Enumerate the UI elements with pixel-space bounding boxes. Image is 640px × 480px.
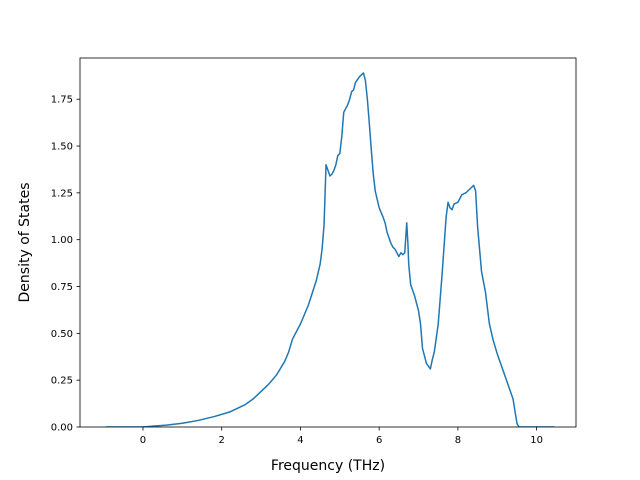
axes-frame bbox=[79, 57, 577, 428]
y-axis-label: Density of States bbox=[17, 183, 33, 303]
x-tick-label: 0 bbox=[140, 435, 146, 446]
x-tick-label: 4 bbox=[297, 435, 303, 446]
y-tick-label: 1.75 bbox=[51, 95, 73, 106]
x-tick-label: 6 bbox=[376, 435, 382, 446]
dos-series-line-0 bbox=[105, 72, 555, 427]
y-tick-label: 0.00 bbox=[51, 423, 73, 434]
y-tick-label: 1.25 bbox=[51, 188, 73, 199]
y-tick-label: 0.50 bbox=[51, 329, 73, 340]
y-tick-label: 0.25 bbox=[51, 376, 73, 387]
x-tick-label: 2 bbox=[219, 435, 225, 446]
y-tick-label: 1.00 bbox=[51, 235, 73, 246]
x-tick-label: 10 bbox=[530, 435, 543, 446]
x-tick-label: 8 bbox=[455, 435, 461, 446]
y-tick-label: 1.50 bbox=[51, 142, 73, 153]
y-tick-label: 0.75 bbox=[51, 282, 73, 293]
x-axis-label: Frequency (THz) bbox=[271, 458, 385, 474]
